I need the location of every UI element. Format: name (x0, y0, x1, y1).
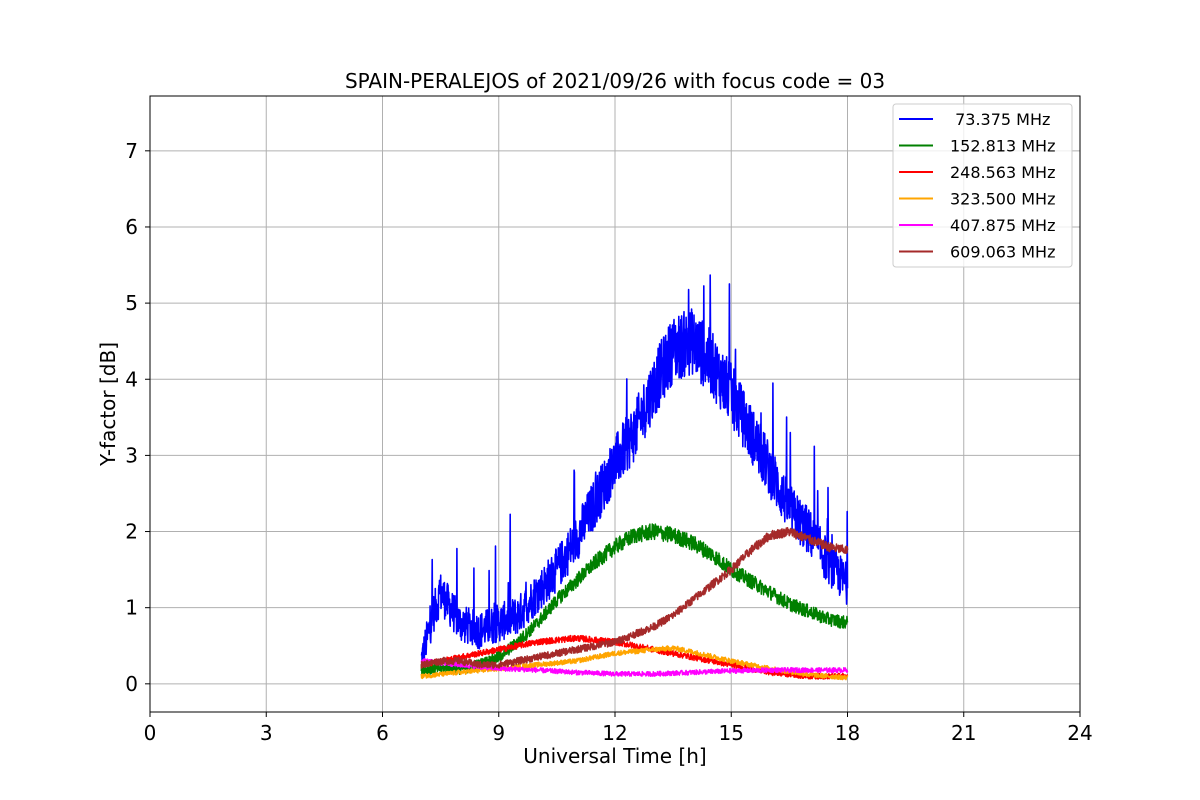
series-line-609-063-mhz (420, 527, 849, 669)
x-tick-label: 24 (1067, 721, 1092, 745)
legend-label-407-875-mhz: 407.875 MHz (950, 216, 1055, 235)
x-tick-label: 18 (835, 721, 860, 745)
y-tick-label: 6 (125, 215, 138, 239)
series-line-152-813-mhz (420, 523, 849, 676)
y-axis-label: Y-factor [dB] (96, 342, 120, 467)
x-axis-label: Universal Time [h] (523, 744, 706, 768)
legend-label-152-813-mhz: 152.813 MHz (950, 137, 1055, 156)
legend-label-323-500-mhz: 323.500 MHz (950, 190, 1055, 209)
x-tick-label: 3 (260, 721, 273, 745)
x-tick-label: 15 (719, 721, 744, 745)
y-tick-label: 4 (125, 367, 138, 391)
x-axis: 0 3 6 9 12 15 18 21 24 (144, 712, 1093, 745)
x-tick-label: 9 (492, 721, 505, 745)
y-tick-label: 2 (125, 520, 138, 544)
x-tick-label: 6 (376, 721, 389, 745)
y-tick-label: 0 (125, 672, 138, 696)
y-tick-label: 7 (125, 139, 138, 163)
legend: 73.375 MHz 152.813 MHz 248.563 MHz 323.500 … (892, 103, 1073, 268)
plot-area (420, 274, 849, 681)
series-line-73-375-mhz (420, 274, 849, 670)
x-tick-label: 12 (602, 721, 627, 745)
y-tick-label: 1 (125, 596, 138, 620)
legend-label-73-375-mhz: 73.375 MHz (950, 110, 1050, 129)
y-axis: 0 1 2 3 4 5 6 7 (125, 139, 150, 696)
legend-label-248-563-mhz: 248.563 MHz (950, 163, 1055, 182)
chart-title: SPAIN-PERALEJOS of 2021/09/26 with focus… (345, 69, 885, 93)
legend-box (892, 103, 1073, 268)
x-tick-label: 0 (144, 721, 157, 745)
legend-label-609-063-mhz: 609.063 MHz (950, 243, 1055, 262)
y-tick-label: 5 (125, 291, 138, 315)
y-tick-label: 3 (125, 443, 138, 467)
x-tick-label: 21 (951, 721, 976, 745)
